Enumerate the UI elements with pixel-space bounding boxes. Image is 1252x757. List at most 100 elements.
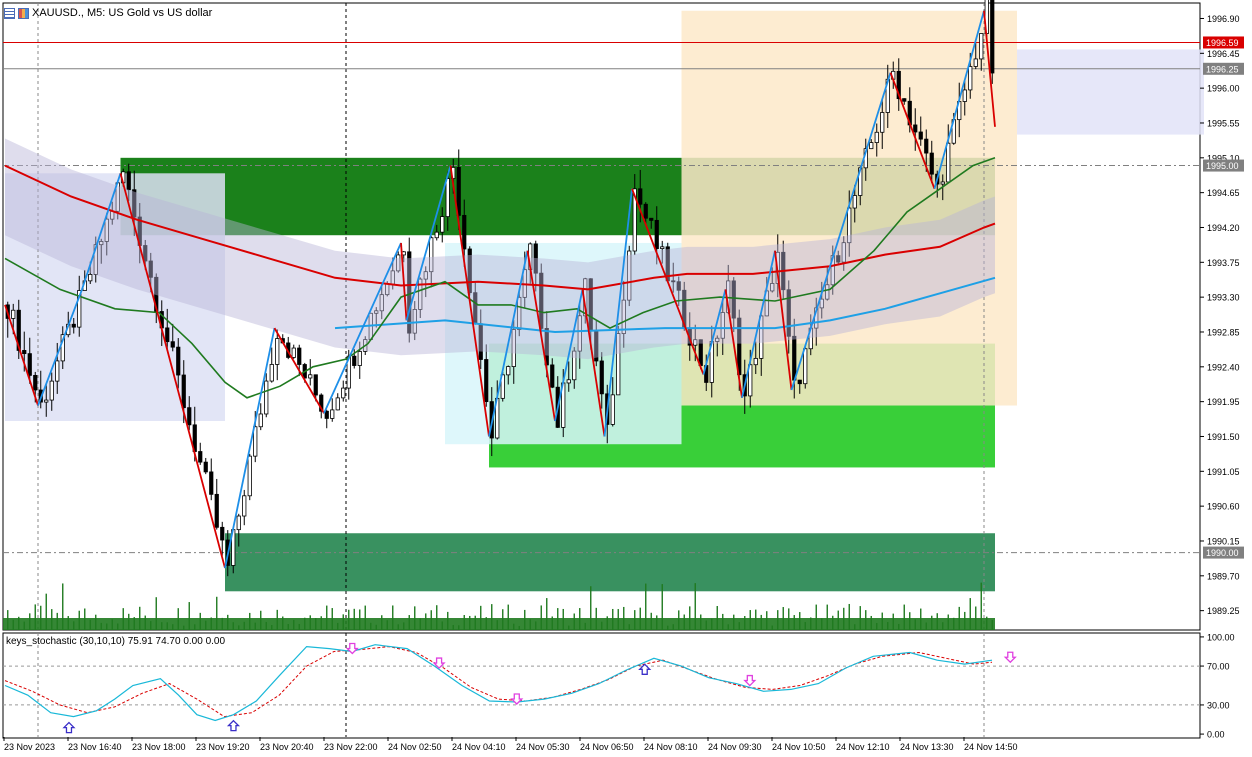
candle-body	[836, 255, 841, 263]
candle-body	[418, 278, 423, 310]
zigzag-segment	[323, 242, 402, 414]
candle-body	[638, 188, 643, 205]
candle-body	[291, 347, 296, 358]
candle-body	[803, 348, 808, 385]
candle-body	[599, 360, 604, 395]
candle-body	[946, 142, 951, 183]
candle-body	[264, 380, 269, 415]
y-tick-label: 1992.40	[1207, 362, 1240, 372]
candle	[599, 352, 604, 409]
zigzag-segment	[119, 173, 226, 569]
price-tag-label: 1990.00	[1206, 548, 1239, 558]
zone-session-1	[5, 173, 225, 421]
candle-body	[874, 131, 879, 143]
candle-body	[88, 273, 93, 282]
candle	[918, 116, 923, 146]
candle	[203, 457, 208, 475]
candle	[929, 140, 934, 184]
candle-body	[632, 188, 637, 252]
zigzag-segment	[224, 327, 276, 569]
y-tick-label: 1996.90	[1207, 14, 1240, 24]
candle-body	[660, 246, 665, 250]
candle	[379, 283, 384, 320]
candle	[506, 365, 511, 385]
x-tick-label: 23 Nov 20:40	[260, 742, 314, 752]
x-tick-label: 24 Nov 10:50	[772, 742, 826, 752]
chart-menu-icon[interactable]	[4, 7, 15, 19]
candle	[874, 123, 879, 157]
candle	[825, 266, 830, 301]
candle	[357, 341, 362, 379]
candle	[896, 58, 901, 111]
stoch-signal-arrow-up	[226, 719, 241, 732]
candle	[214, 478, 219, 530]
candle	[445, 171, 450, 231]
candle-body	[819, 298, 824, 309]
stoch-main-line	[4, 644, 993, 722]
candle	[841, 236, 846, 271]
candle	[671, 262, 676, 293]
candle-body	[616, 333, 621, 396]
x-tick-label: 23 Nov 18:00	[132, 742, 186, 752]
candle	[264, 373, 269, 418]
candle-body	[198, 451, 203, 463]
candle-body	[27, 353, 32, 376]
candle-body	[467, 248, 472, 294]
candle	[77, 275, 82, 337]
candle-body	[258, 413, 263, 428]
y-tick-label: 1989.25	[1207, 606, 1240, 616]
candle-body	[220, 526, 225, 541]
candle-body	[511, 329, 516, 367]
candle	[572, 347, 577, 389]
candle-body	[792, 335, 797, 381]
candle-body	[693, 339, 698, 346]
candle-body	[396, 254, 401, 272]
candle	[99, 238, 104, 264]
candle-body	[132, 189, 137, 218]
candle-body	[148, 260, 153, 278]
candle	[880, 98, 885, 149]
candle-body	[60, 334, 65, 362]
y-tick-label: 1993.75	[1207, 258, 1240, 268]
zigzag-segment	[400, 242, 408, 321]
candle	[258, 403, 263, 431]
candle-body	[423, 271, 428, 280]
indicators-icon[interactable]	[18, 7, 29, 19]
y-tick-label: 1989.70	[1207, 571, 1240, 581]
candle	[412, 301, 417, 341]
candle-body	[715, 337, 720, 342]
candle	[242, 489, 247, 526]
candle-body	[308, 374, 313, 379]
zigzag-segment	[983, 10, 996, 127]
candle	[104, 212, 109, 256]
x-tick-label: 24 Nov 13:30	[900, 742, 954, 752]
candle	[456, 149, 461, 230]
stoch-signal-arrow-down	[432, 657, 446, 669]
candle	[511, 320, 516, 384]
candle-body	[176, 346, 181, 376]
candle-body	[11, 309, 16, 319]
candle-body	[869, 142, 874, 150]
zigzag-segment	[273, 327, 325, 414]
price-tag-label: 1996.25	[1206, 64, 1239, 74]
y-tick-label: 1990.60	[1207, 502, 1240, 512]
candle-body	[434, 231, 439, 239]
candle	[786, 280, 791, 354]
candle-body	[621, 299, 626, 334]
candle-body	[236, 515, 241, 531]
candle-body	[572, 350, 577, 381]
candle	[979, 33, 984, 71]
candle-body	[242, 495, 247, 517]
candle-body	[731, 280, 736, 319]
zone-session-4	[1017, 49, 1204, 135]
candle	[946, 124, 951, 183]
x-tick-label: 24 Nov 04:10	[452, 742, 506, 752]
candle-body	[852, 195, 857, 209]
candle-body	[962, 89, 967, 102]
candle	[324, 409, 329, 429]
candle	[462, 199, 467, 267]
candle	[869, 139, 874, 150]
zigzag-segment	[774, 250, 793, 391]
